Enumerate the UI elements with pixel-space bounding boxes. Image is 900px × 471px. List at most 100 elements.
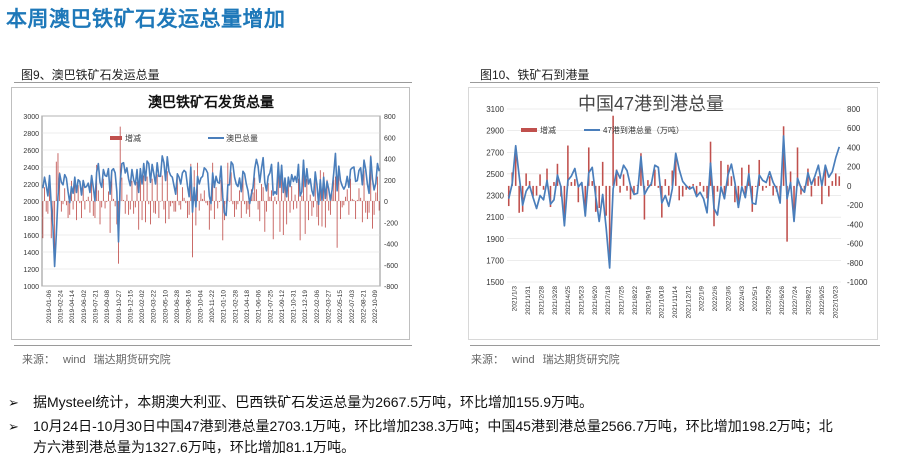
change-bar (720, 160, 722, 186)
change-bar (303, 161, 304, 201)
change-bar (181, 187, 183, 201)
change-bar (272, 201, 274, 240)
change-bar (335, 176, 336, 201)
change-bar (207, 201, 209, 206)
change-bar (765, 185, 767, 188)
change-bar (259, 201, 261, 222)
change-bar (292, 201, 294, 210)
change-bar (289, 201, 291, 213)
change-bar (340, 201, 341, 220)
change-bar (284, 182, 286, 201)
change-bar (247, 201, 249, 210)
x-axis-tick-label: 2022-02-06 (314, 290, 321, 324)
change-bar (213, 201, 215, 220)
change-bar (647, 180, 649, 186)
change-bar (286, 201, 288, 225)
change-bar (574, 179, 576, 186)
change-bar (372, 201, 373, 229)
change-bar (138, 201, 140, 230)
change-bar (282, 201, 284, 235)
right-axis-tick-label: -800 (847, 259, 864, 268)
change-bar (681, 185, 684, 197)
change-bar (227, 162, 229, 201)
chart-1-legend-line-label: 澳巴总量 (226, 133, 258, 143)
change-bar (198, 201, 200, 211)
change-bar (834, 173, 837, 186)
x-axis-tick-label: 2020-08-16 (186, 290, 193, 324)
left-axis-tick-label: 2700 (486, 148, 504, 157)
x-axis-tick-label: 2021-06-06 (256, 290, 263, 324)
x-axis-tick-label: 2019-01-06 (46, 290, 53, 324)
left-axis-tick-label: 2900 (486, 127, 504, 136)
change-bar (244, 201, 246, 205)
change-bar (249, 201, 251, 217)
change-bar (723, 185, 726, 197)
right-axis-tick-label: 0 (847, 182, 852, 191)
x-axis-tick-label: 2021/4/25 (565, 286, 572, 315)
change-bar (800, 185, 802, 195)
change-bar (269, 196, 271, 201)
total-line (42, 152, 380, 268)
change-bar (695, 185, 698, 195)
left-axis-tick-label: 2300 (486, 192, 504, 201)
x-axis-tick-label: 2021-09-12 (279, 290, 286, 324)
change-bar (706, 185, 708, 199)
change-bar (271, 190, 272, 201)
change-bar (678, 185, 681, 201)
change-bar (218, 201, 220, 203)
change-bar (50, 201, 52, 239)
right-axis-tick-label: -600 (384, 263, 398, 270)
change-bar (180, 201, 182, 210)
bullet-list: ➢ 据Mysteel统计，本期澳大利亚、巴西铁矿石发运总量为2667.5万吨，环… (6, 392, 896, 461)
change-bar (101, 201, 103, 208)
left-axis-tick-label: 2400 (23, 165, 39, 172)
change-bar (358, 188, 360, 201)
bullet-text: 据Mysteel统计，本期澳大利亚、巴西铁矿石发运总量为2667.5万吨，环比增… (33, 394, 594, 410)
change-bar (220, 179, 222, 201)
change-bar (60, 201, 62, 212)
change-bar (299, 201, 301, 241)
change-bar (176, 175, 178, 201)
change-bar (148, 201, 150, 205)
change-bar (772, 185, 774, 196)
bullet-text-line-2: 方六港到港总量为1327.6万吨，环比增加81.1万吨。 (33, 439, 356, 455)
change-bar (203, 190, 205, 201)
change-bar (150, 201, 151, 225)
chart-1-svg: 澳巴铁矿石发货总量 100012001400160018002000220024… (23, 94, 398, 324)
x-axis-tick-label: 2022/5/1 (752, 286, 759, 312)
right-axis-tick-label: -1000 (847, 278, 868, 287)
change-bar (699, 182, 701, 186)
change-bar (336, 201, 338, 248)
change-bar (222, 201, 224, 241)
figure-9-caption: 图9、澳巴铁矿石发运总量 (21, 68, 160, 82)
change-bar (161, 175, 163, 201)
change-bar (518, 185, 520, 213)
change-bar (200, 193, 202, 201)
change-bar (87, 196, 89, 201)
x-axis-tick-label: 2021/10/18 (659, 286, 666, 319)
right-axis-tick-label: -200 (847, 201, 864, 210)
change-bar (168, 201, 170, 220)
change-bar (281, 173, 283, 201)
change-bar (82, 182, 84, 201)
change-bar (584, 185, 587, 216)
change-bar (128, 201, 130, 215)
change-bar (44, 187, 45, 201)
change-bar (640, 153, 642, 186)
change-bar (525, 173, 527, 186)
left-axis-tick-label: 2200 (23, 182, 39, 189)
x-axis-tick-label: 2021-02-28 (232, 290, 239, 324)
change-bar (375, 192, 377, 201)
change-bar (242, 175, 244, 201)
change-bar (761, 185, 764, 191)
change-bar (828, 185, 830, 197)
change-bar (577, 185, 580, 203)
change-bar (54, 201, 56, 251)
change-bar (838, 176, 841, 186)
change-bar (235, 201, 237, 210)
change-bar (311, 201, 313, 216)
change-bar (361, 201, 363, 223)
change-bar (104, 201, 106, 209)
change-bar (831, 181, 834, 186)
chart-1-title: 澳巴铁矿石发货总量 (148, 94, 274, 110)
